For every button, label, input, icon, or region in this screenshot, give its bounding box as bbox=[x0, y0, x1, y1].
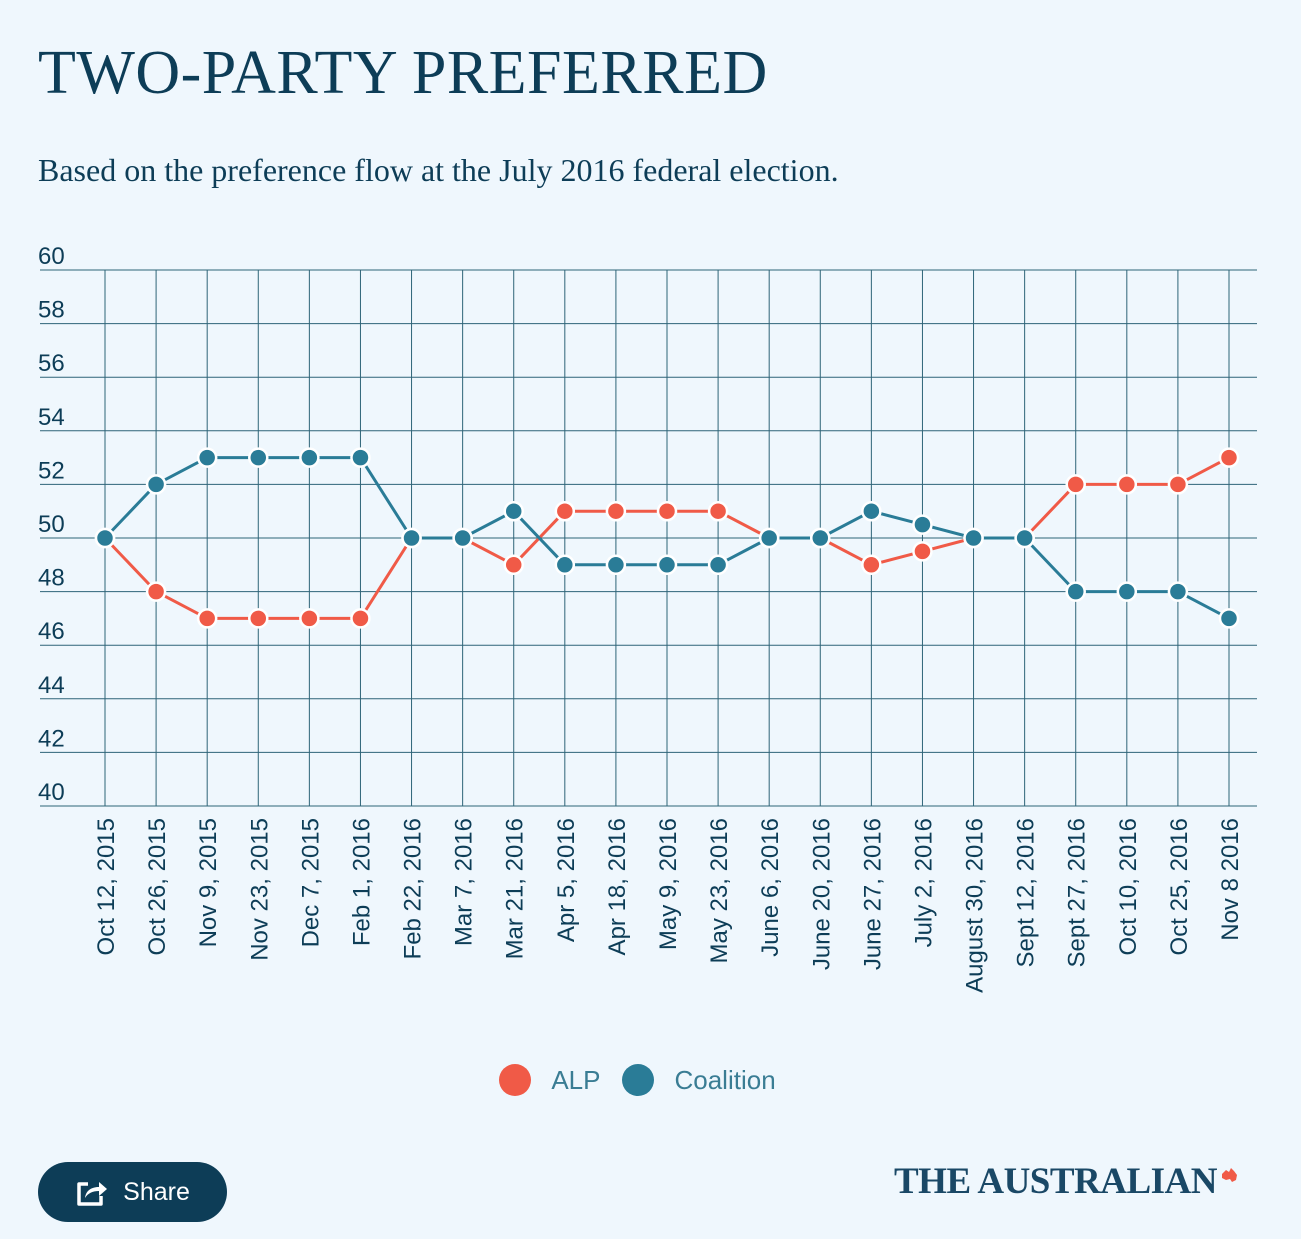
data-point-coalition[interactable] bbox=[1218, 608, 1240, 629]
data-points bbox=[94, 447, 1240, 629]
data-point-coalition[interactable] bbox=[810, 527, 831, 549]
data-point-alp[interactable] bbox=[707, 500, 729, 522]
x-tick-label: June 6, 2016 bbox=[757, 818, 784, 957]
legend-marker-coalition bbox=[622, 1064, 655, 1096]
x-tick-label: Nov 23, 2015 bbox=[246, 818, 273, 961]
data-point-alp[interactable] bbox=[248, 608, 269, 629]
y-tick-label: 52 bbox=[38, 457, 65, 484]
x-tick-label: Sept 27, 2016 bbox=[1064, 818, 1091, 967]
x-tick-label: May 23, 2016 bbox=[706, 818, 733, 963]
x-tick-label: July 2, 2016 bbox=[910, 818, 937, 947]
x-tick-label: Feb 1, 2016 bbox=[348, 818, 375, 946]
chart-subtitle: Based on the preference flow at the July… bbox=[38, 152, 839, 188]
brand-name: THE AUSTRALIAN bbox=[894, 1161, 1218, 1202]
data-point-coalition[interactable] bbox=[452, 527, 473, 549]
data-point-alp[interactable] bbox=[145, 581, 167, 602]
x-tick-label: Mar 7, 2016 bbox=[451, 818, 478, 946]
y-tick-label: 40 bbox=[38, 779, 65, 806]
data-point-coalition[interactable] bbox=[1167, 581, 1189, 602]
data-point-alp[interactable] bbox=[350, 608, 371, 629]
y-tick-label: 48 bbox=[38, 565, 65, 592]
data-point-alp[interactable] bbox=[1116, 474, 1138, 495]
y-axis-ticks: 60 58 56 54 52 50 48 46 44 42 40 bbox=[38, 243, 65, 806]
data-point-coalition[interactable] bbox=[94, 527, 116, 549]
data-point-alp[interactable] bbox=[861, 554, 882, 576]
legend-item-coalition[interactable]: Coalition bbox=[622, 1064, 776, 1096]
data-point-alp[interactable] bbox=[196, 608, 218, 629]
data-point-coalition[interactable] bbox=[248, 447, 269, 468]
x-tick-label: August 30, 2016 bbox=[962, 818, 989, 993]
y-tick-label: 46 bbox=[38, 618, 65, 645]
data-point-coalition[interactable] bbox=[656, 554, 678, 576]
data-point-alp[interactable] bbox=[299, 608, 320, 629]
map-of-australia-icon bbox=[1222, 1168, 1238, 1182]
brand-logo[interactable]: THE AUSTRALIAN bbox=[894, 1160, 1239, 1203]
data-point-alp[interactable] bbox=[656, 500, 678, 522]
share-icon bbox=[75, 1177, 109, 1207]
legend-label-coalition: Coalition bbox=[674, 1064, 776, 1095]
y-tick-label: 56 bbox=[38, 350, 65, 377]
y-tick-label: 60 bbox=[38, 243, 65, 270]
x-tick-label: Apr 5, 2016 bbox=[553, 818, 580, 942]
share-button[interactable]: Share bbox=[38, 1162, 227, 1222]
x-tick-label: Nov 8 2016 bbox=[1217, 818, 1244, 941]
line-chart: 60 58 56 54 52 50 48 46 44 42 40 Oct 12, 2015 Oct 2… bbox=[38, 243, 1257, 993]
grid-lines bbox=[40, 269, 1257, 807]
x-tick-label: Feb 22, 2016 bbox=[400, 818, 427, 959]
x-tick-label: Mar 21, 2016 bbox=[502, 818, 529, 959]
data-point-coalition[interactable] bbox=[299, 447, 320, 468]
y-tick-label: 44 bbox=[38, 672, 65, 699]
data-point-coalition[interactable] bbox=[707, 554, 729, 576]
legend-item-alp[interactable]: ALP bbox=[499, 1064, 600, 1096]
y-tick-label: 42 bbox=[38, 725, 65, 752]
y-tick-label: 54 bbox=[38, 404, 65, 431]
data-point-alp[interactable] bbox=[554, 500, 576, 522]
data-point-alp[interactable] bbox=[1167, 474, 1189, 495]
data-point-coalition[interactable] bbox=[554, 554, 576, 576]
x-tick-label: May 9, 2016 bbox=[655, 818, 682, 950]
x-tick-label: Oct 25, 2016 bbox=[1166, 818, 1193, 955]
x-tick-label: Sept 12, 2016 bbox=[1013, 818, 1040, 967]
share-label: Share bbox=[123, 1177, 190, 1206]
x-tick-label: June 27, 2016 bbox=[859, 818, 886, 970]
x-tick-label: June 20, 2016 bbox=[808, 818, 835, 970]
data-point-coalition[interactable] bbox=[1065, 581, 1086, 602]
legend-label-alp: ALP bbox=[551, 1064, 601, 1095]
data-point-coalition[interactable] bbox=[196, 447, 218, 468]
data-point-coalition[interactable] bbox=[605, 554, 627, 576]
data-point-coalition[interactable] bbox=[145, 474, 167, 495]
data-point-coalition[interactable] bbox=[861, 500, 882, 522]
x-tick-label: Oct 10, 2016 bbox=[1115, 818, 1142, 955]
data-point-coalition[interactable] bbox=[401, 527, 422, 549]
data-point-alp[interactable] bbox=[1218, 447, 1240, 468]
x-tick-label: Nov 9, 2015 bbox=[195, 818, 222, 947]
data-point-alp[interactable] bbox=[1065, 474, 1086, 495]
data-point-alp[interactable] bbox=[912, 541, 933, 562]
legend: ALP Coalition bbox=[0, 1064, 1275, 1096]
data-point-coalition[interactable] bbox=[1014, 527, 1035, 549]
data-point-alp[interactable] bbox=[605, 500, 627, 522]
x-tick-label: Oct 26, 2015 bbox=[144, 818, 171, 955]
x-tick-label: Apr 18, 2016 bbox=[604, 818, 631, 955]
data-point-coalition[interactable] bbox=[758, 527, 780, 549]
data-point-coalition[interactable] bbox=[1116, 581, 1138, 602]
legend-marker-alp bbox=[499, 1064, 532, 1096]
x-tick-label: Oct 12, 2015 bbox=[93, 818, 120, 955]
y-tick-label: 50 bbox=[38, 511, 65, 538]
y-tick-label: 58 bbox=[38, 297, 65, 324]
data-point-coalition[interactable] bbox=[350, 447, 371, 468]
data-point-alp[interactable] bbox=[503, 554, 524, 576]
x-tick-label: Dec 7, 2015 bbox=[297, 818, 324, 947]
chart-title: TWO-PARTY PREFERRED bbox=[38, 39, 768, 107]
data-point-coalition[interactable] bbox=[503, 500, 524, 522]
x-axis-ticks: Oct 12, 2015 Oct 26, 2015 Nov 9, 2015 Nov 2… bbox=[93, 818, 1244, 993]
data-point-coalition[interactable] bbox=[912, 514, 933, 535]
data-point-coalition[interactable] bbox=[963, 527, 984, 549]
